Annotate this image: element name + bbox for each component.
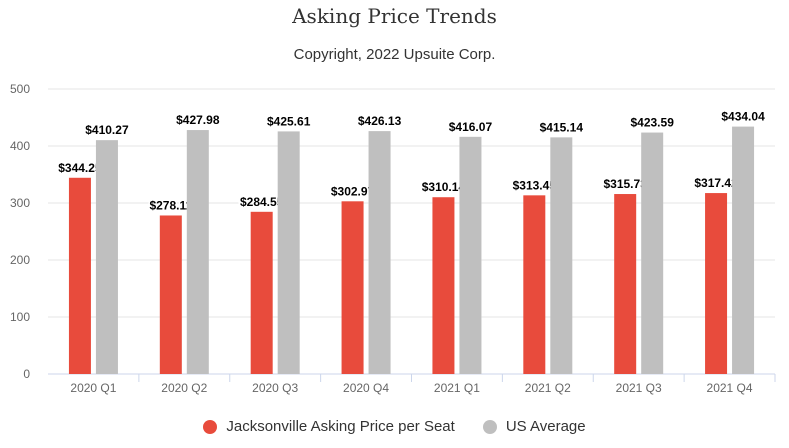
data-label: $426.13 — [358, 114, 402, 128]
y-tick-label: 500 — [10, 82, 30, 96]
x-tick-label: 2020 Q4 — [343, 381, 389, 395]
data-label: $410.27 — [85, 123, 129, 137]
bar-jacksonville — [68, 177, 91, 374]
bar-jacksonville — [614, 194, 637, 374]
bar-jacksonville — [432, 197, 455, 374]
bar-us-average — [277, 131, 300, 374]
bar-jacksonville — [250, 211, 273, 374]
data-label: $415.14 — [540, 120, 584, 134]
data-label: $310.14 — [422, 180, 466, 194]
x-tick-label: 2021 Q3 — [616, 381, 662, 395]
data-label: $313.45 — [513, 178, 557, 192]
legend-label-jacksonville: Jacksonville Asking Price per Seat — [226, 418, 455, 435]
x-tick-label: 2020 Q2 — [161, 381, 207, 395]
y-tick-label: 400 — [10, 139, 30, 153]
legend-label-us-average: US Average — [505, 418, 586, 435]
bar-us-average — [368, 131, 391, 374]
data-label: $302.97 — [331, 184, 375, 198]
chart-title: Asking Price Trends — [292, 4, 497, 28]
chart-subtitle: Copyright, 2022 Upsuite Corp. — [293, 46, 496, 63]
y-tick-label: 100 — [10, 310, 30, 324]
data-label: $284.55 — [240, 195, 284, 209]
bar-jacksonville — [341, 201, 364, 374]
legend-item-jacksonville[interactable]: Jacksonville Asking Price per Seat — [203, 418, 455, 435]
x-tick-label: 2021 Q1 — [434, 381, 480, 395]
bar-us-average — [641, 132, 664, 374]
data-label: $427.98 — [176, 113, 220, 127]
data-label: $425.61 — [267, 114, 311, 128]
bar-jacksonville — [705, 193, 728, 374]
x-tick-label: 2020 Q1 — [70, 381, 116, 395]
data-label: $344.25 — [58, 161, 102, 175]
data-label: $416.07 — [449, 120, 493, 134]
bar-us-average — [95, 140, 118, 374]
bar-us-average — [186, 130, 209, 374]
data-label: $315.73 — [603, 177, 647, 191]
legend: Jacksonville Asking Price per Seat US Av… — [0, 418, 789, 435]
legend-item-us-average[interactable]: US Average — [482, 418, 586, 435]
legend-marker-us-average — [482, 419, 497, 434]
data-label: $278.11 — [149, 198, 192, 212]
data-label: $317.42 — [694, 176, 738, 190]
x-tick-label: 2020 Q3 — [252, 381, 298, 395]
bar-jacksonville — [159, 215, 182, 374]
y-tick-label: 300 — [10, 196, 30, 210]
y-tick-label: 200 — [10, 253, 30, 267]
bar-us-average — [550, 137, 573, 374]
data-label: $423.59 — [630, 116, 674, 130]
y-tick-label: 0 — [23, 367, 30, 381]
bar-us-average — [459, 136, 482, 374]
legend-marker-jacksonville — [203, 419, 218, 434]
data-label: $434.04 — [721, 110, 765, 124]
bar-jacksonville — [523, 195, 546, 374]
bar-us-average — [732, 126, 755, 374]
x-tick-label: 2021 Q2 — [525, 381, 571, 395]
x-tick-label: 2021 Q4 — [707, 381, 753, 395]
